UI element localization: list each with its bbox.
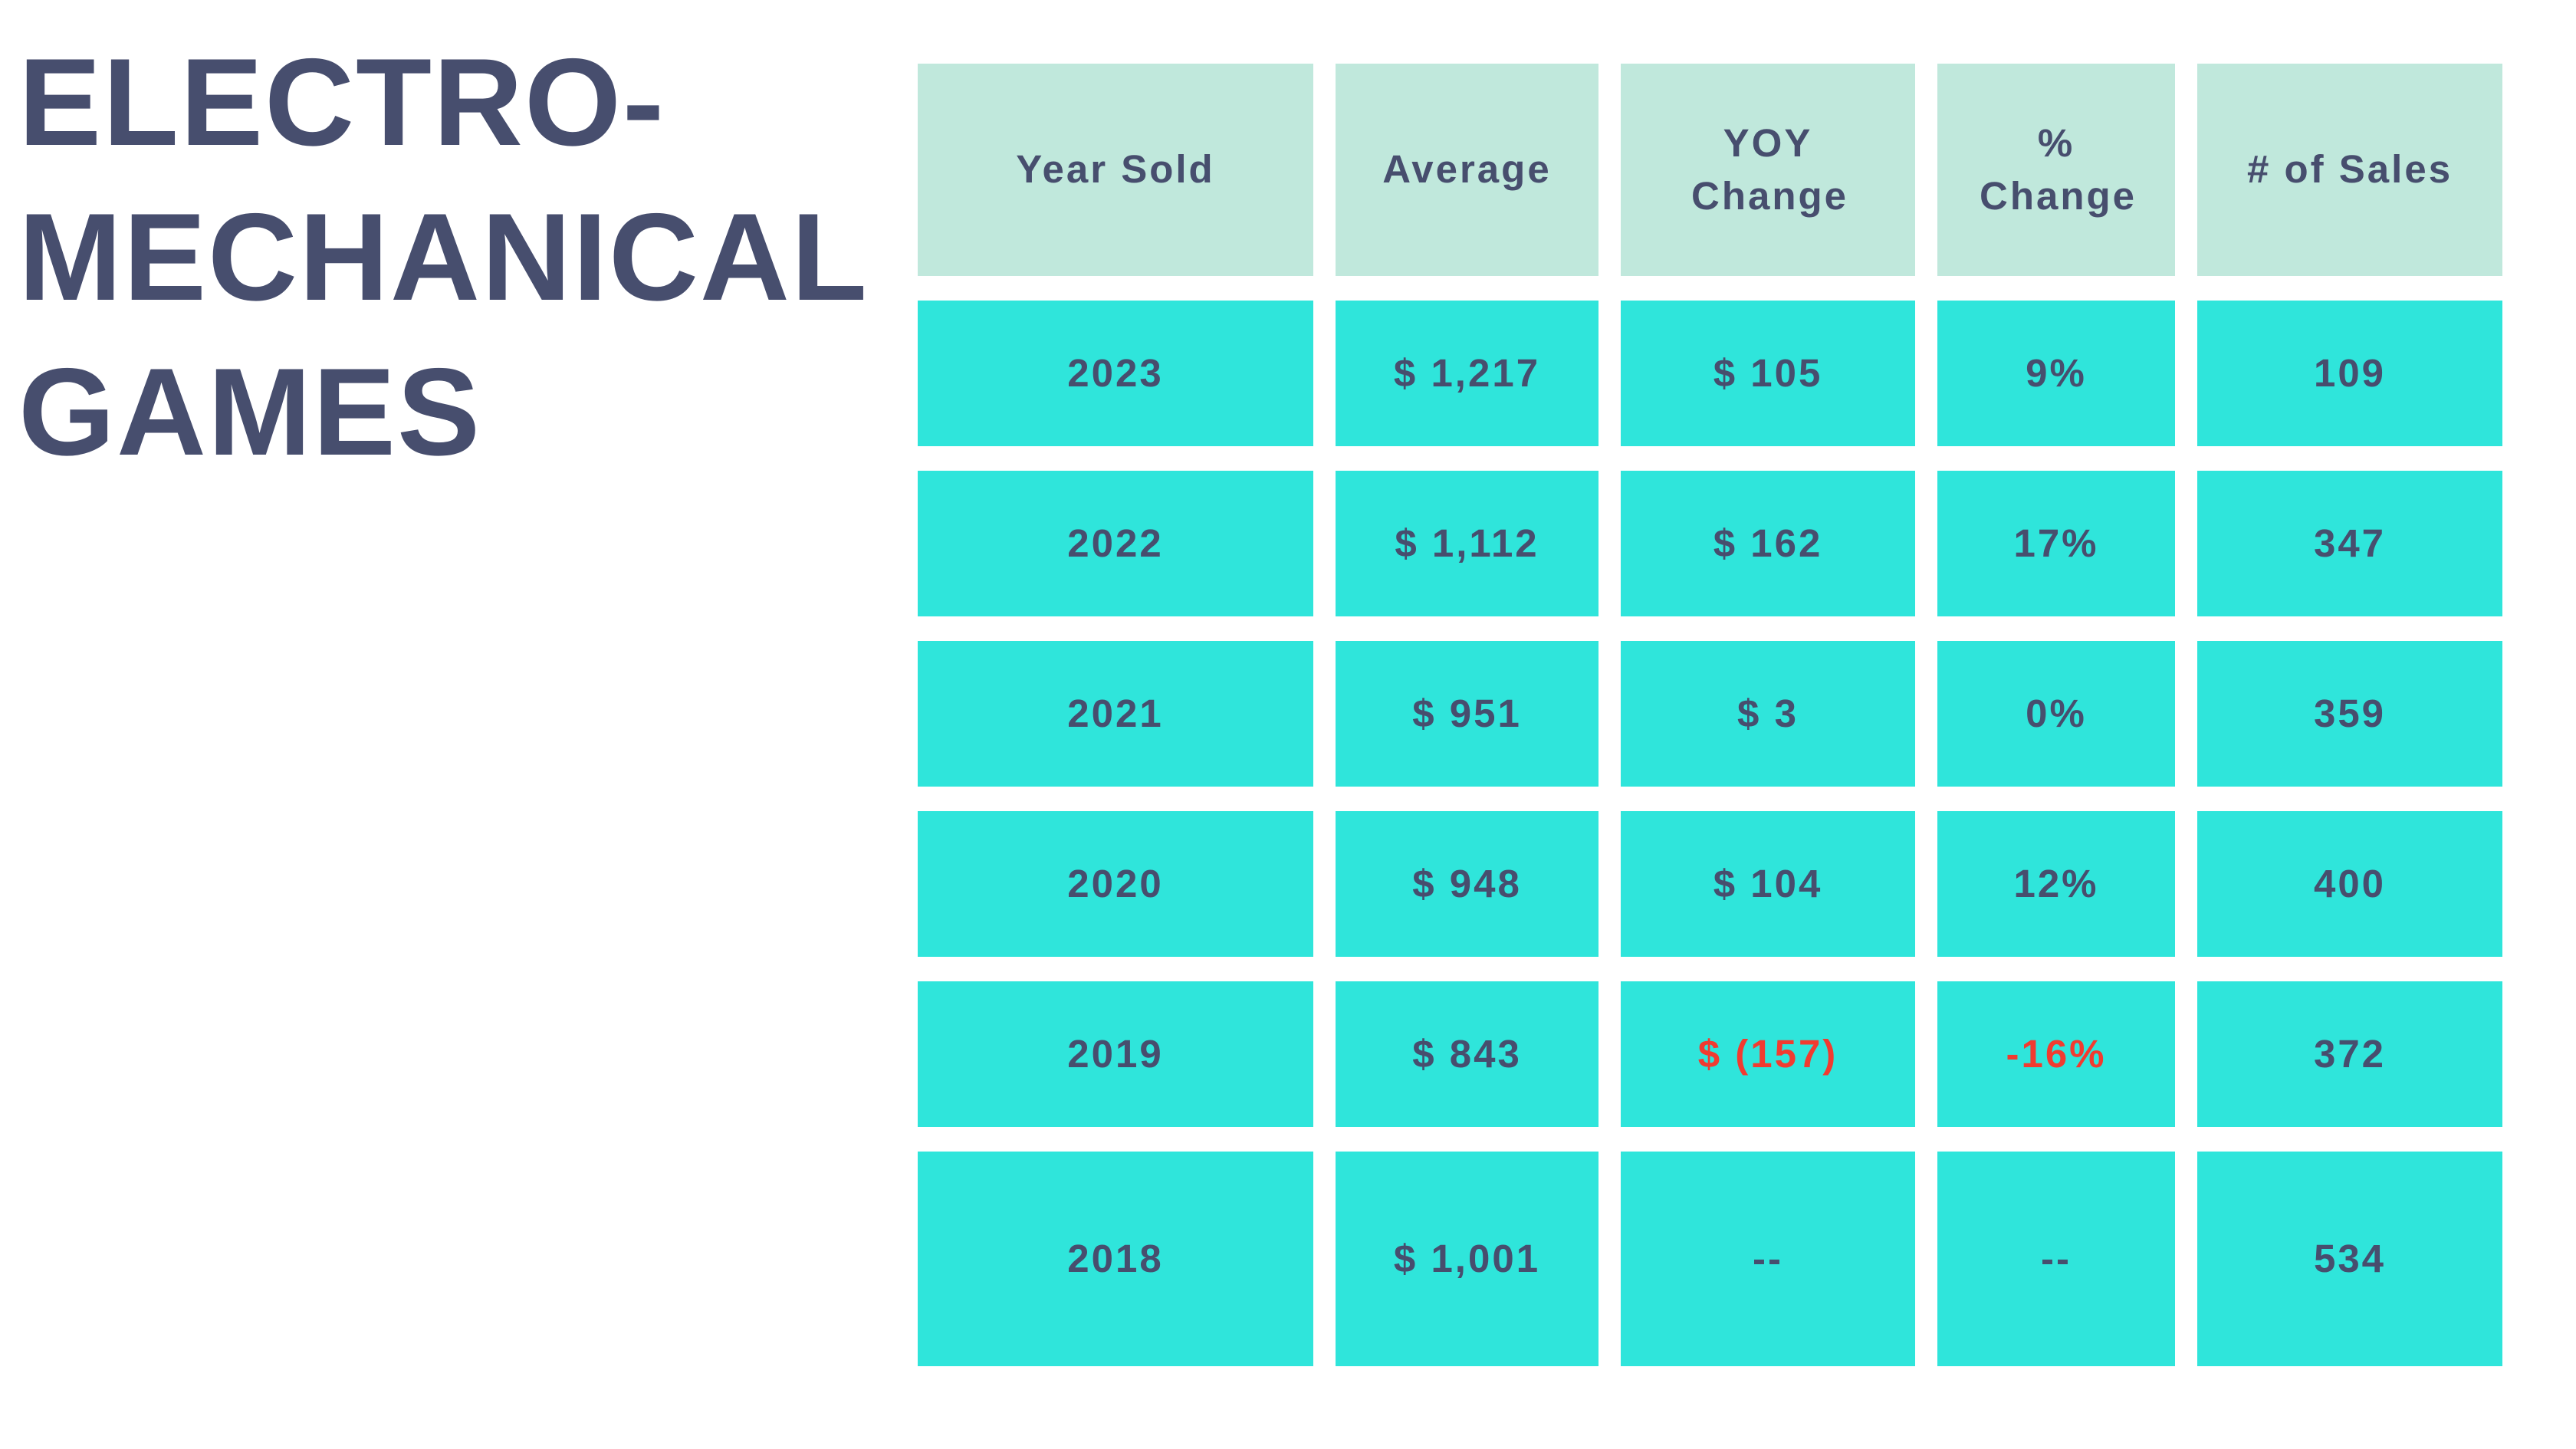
table-cell-year: 2021 — [918, 641, 1313, 787]
table-cell-average: $ 1,217 — [1336, 301, 1598, 446]
header-label-pct-change: % Change — [1980, 120, 2137, 218]
page-title-line-3: GAMES — [18, 343, 482, 481]
table-cell-pct-change: 17% — [1937, 471, 2175, 616]
table-cell-pct-change: 9% — [1937, 301, 2175, 446]
table-cell-average: $ 843 — [1336, 981, 1598, 1127]
table-cell-year: 2023 — [918, 301, 1313, 446]
table-cell-num-sales: 109 — [2197, 301, 2502, 446]
table-cell-num-sales: 372 — [2197, 981, 2502, 1127]
header-label-yoy-change: YOY Change — [1691, 120, 1849, 218]
sales-table: Year Sold Average YOY Change % Change # … — [918, 64, 2502, 1366]
table-cell-yoy-change: $ 162 — [1621, 471, 1915, 616]
table-cell-pct-change-negative: -16% — [1937, 981, 2175, 1127]
table-cell-average: $ 1,001 — [1336, 1152, 1598, 1366]
header-cell-year-sold: Year Sold — [918, 64, 1313, 276]
table-cell-pct-change: -- — [1937, 1152, 2175, 1366]
table-cell-yoy-change: $ 104 — [1621, 811, 1915, 957]
table-cell-average: $ 948 — [1336, 811, 1598, 957]
table-cell-yoy-change-negative: $ (157) — [1621, 981, 1915, 1127]
page-title: ELECTRO- MECHANICAL GAMES — [18, 25, 869, 490]
page-title-line-2: MECHANICAL — [18, 188, 869, 327]
table-cell-yoy-change: -- — [1621, 1152, 1915, 1366]
table-cell-average: $ 1,112 — [1336, 471, 1598, 616]
table-cell-num-sales: 359 — [2197, 641, 2502, 787]
table-cell-year: 2020 — [918, 811, 1313, 957]
header-cell-yoy-change: YOY Change — [1621, 64, 1915, 276]
table-cell-year: 2022 — [918, 471, 1313, 616]
table-cell-yoy-change: $ 105 — [1621, 301, 1915, 446]
table-cell-year: 2018 — [918, 1152, 1313, 1366]
table-cell-num-sales: 534 — [2197, 1152, 2502, 1366]
header-cell-average: Average — [1336, 64, 1598, 276]
table-cell-num-sales: 347 — [2197, 471, 2502, 616]
header-cell-pct-change: % Change — [1937, 64, 2175, 276]
table-cell-num-sales: 400 — [2197, 811, 2502, 957]
page-title-line-1: ELECTRO- — [18, 33, 665, 172]
table-cell-yoy-change: $ 3 — [1621, 641, 1915, 787]
table-cell-average: $ 951 — [1336, 641, 1598, 787]
table-cell-year: 2019 — [918, 981, 1313, 1127]
table-cell-pct-change: 12% — [1937, 811, 2175, 957]
table-cell-pct-change: 0% — [1937, 641, 2175, 787]
header-cell-num-sales: # of Sales — [2197, 64, 2502, 276]
